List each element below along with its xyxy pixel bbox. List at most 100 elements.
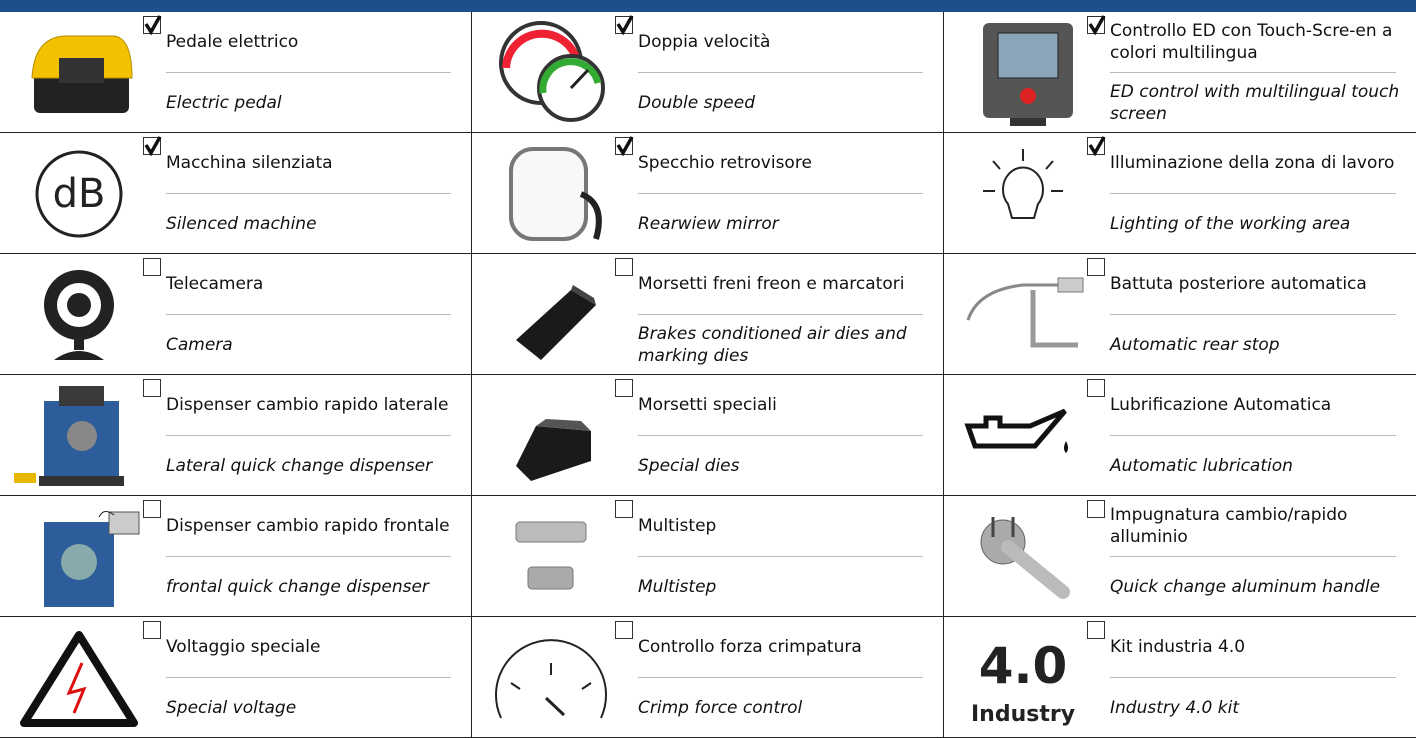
italian-label: Dispenser cambio rapido laterale <box>166 395 449 415</box>
separator <box>1110 314 1396 315</box>
option-text: Specchio retrovisore Rearwiew mirror <box>638 133 935 253</box>
option-cell: Impugnatura cambio/rapido alluminio Quick… <box>944 496 1416 617</box>
option-text: Telecamera Camera <box>166 254 463 374</box>
option-cell: Voltaggio speciale Special voltage <box>0 617 472 738</box>
italian-label: Macchina silenziata <box>166 153 333 173</box>
checkbox <box>615 136 634 157</box>
option-text: Voltaggio speciale Special voltage <box>166 617 463 737</box>
separator <box>1110 72 1396 73</box>
option-text: Lubrificazione Automatica Automatic lubri… <box>1110 375 1408 495</box>
header-bar <box>0 0 1416 12</box>
english-label: Crimp force control <box>638 697 803 718</box>
checkbox <box>143 258 161 276</box>
italian-label: Battuta posteriore automatica <box>1110 274 1367 294</box>
separator <box>1110 435 1396 436</box>
checkbox <box>615 15 634 36</box>
checkmark <box>144 136 162 157</box>
option-cell: Dispenser cambio rapido frontale frontal … <box>0 496 472 617</box>
option-cell: Illuminazione della zona di lavoro Lighti… <box>944 133 1416 254</box>
option-cell: Morsetti freni freon e marcatori Brakes c… <box>472 254 944 375</box>
option-cell: dB Macchina silenziata Silenced machine <box>0 133 472 254</box>
checkbox <box>143 15 162 36</box>
italian-label: Controllo forza crimpatura <box>638 637 862 657</box>
option-text: Morsetti freni freon e marcatori Brakes c… <box>638 254 935 374</box>
checkbox <box>1087 379 1105 397</box>
option-cell: Morsetti speciali Special dies <box>472 375 944 496</box>
option-icon <box>980 517 1070 599</box>
option-cell: Doppia velocità Double speed <box>472 12 944 133</box>
checkbox <box>143 379 161 397</box>
separator <box>1110 193 1396 194</box>
checkbox <box>1087 621 1105 639</box>
option-icon <box>509 147 602 241</box>
option-cell: Specchio retrovisore Rearwiew mirror <box>472 133 944 254</box>
option-icon <box>14 386 124 486</box>
english-label: Multistep <box>638 576 717 597</box>
option-cell: Battuta posteriore automatica Automatic r… <box>944 254 1416 375</box>
checkbox <box>143 500 161 518</box>
option-icon <box>966 277 1084 348</box>
checkbox <box>615 500 633 518</box>
separator <box>166 435 451 436</box>
option-cell: Lubrificazione Automatica Automatic lubri… <box>944 375 1416 496</box>
english-label: Silenced machine <box>166 213 317 234</box>
option-text: Illuminazione della zona di lavoro Lighti… <box>1110 133 1408 253</box>
option-cell: Multistep Multistep <box>472 496 944 617</box>
checkbox <box>615 258 633 276</box>
option-icon <box>20 631 138 727</box>
italian-label: Specchio retrovisore <box>638 153 812 173</box>
option-icon <box>499 21 605 122</box>
english-label: Automatic lubrication <box>1110 455 1293 476</box>
checkmark <box>616 15 634 36</box>
option-text: Impugnatura cambio/rapido alluminio Quick… <box>1110 496 1408 616</box>
english-label: Camera <box>166 334 233 355</box>
english-label: Lateral quick change dispenser <box>166 455 433 476</box>
option-icon <box>44 511 140 607</box>
checkbox <box>1087 258 1105 276</box>
italian-label: Illuminazione della zona di lavoro <box>1110 153 1395 173</box>
option-text: Multistep Multistep <box>638 496 935 616</box>
italian-label: Telecamera <box>166 274 264 294</box>
checkbox <box>615 621 633 639</box>
option-icon: dB <box>35 150 123 238</box>
option-cell: Telecamera Camera <box>0 254 472 375</box>
option-text: Battuta posteriore automatica Automatic r… <box>1110 254 1408 374</box>
checkmark <box>616 136 634 157</box>
option-text: Dispenser cambio rapido laterale Lateral … <box>166 375 463 495</box>
english-label: Industry 4.0 kit <box>1110 697 1240 718</box>
option-text: Dispenser cambio rapido frontale frontal … <box>166 496 463 616</box>
english-label: Quick change aluminum handle <box>1110 576 1381 597</box>
option-icon: 4.0 Industry <box>971 637 1075 727</box>
italian-label: Pedale elettrico <box>166 32 299 52</box>
option-text: Controllo ED con Touch-Scre-en a colori … <box>1110 12 1408 132</box>
separator <box>1110 677 1396 678</box>
italian-label: Dispenser cambio rapido frontale <box>166 516 450 536</box>
italian-label: Impugnatura cambio/rapido alluminio <box>1110 505 1348 547</box>
option-cell: Dispenser cambio rapido laterale Lateral … <box>0 375 472 496</box>
italian-label: Morsetti speciali <box>638 395 777 415</box>
checkbox <box>615 379 633 397</box>
option-cell: Controllo forza crimpatura Crimp force co… <box>472 617 944 738</box>
separator <box>166 193 451 194</box>
option-icon <box>983 23 1073 126</box>
english-label: Rearwiew mirror <box>638 213 779 234</box>
checkbox <box>143 621 161 639</box>
italian-label: Multistep <box>638 516 717 536</box>
option-icon <box>515 521 587 590</box>
option-text: Morsetti speciali Special dies <box>638 375 935 495</box>
checkbox <box>143 136 162 157</box>
option-text: Macchina silenziata Silenced machine <box>166 133 463 253</box>
separator <box>166 72 451 73</box>
checkbox <box>1087 136 1106 157</box>
option-icon <box>44 270 114 360</box>
english-label: frontal quick change dispenser <box>166 576 429 597</box>
checkmark <box>1088 136 1106 157</box>
icon-text: Industry <box>971 702 1075 727</box>
option-icon <box>495 639 607 719</box>
icon-text: dB <box>53 171 106 217</box>
option-cell: Controllo ED con Touch-Scre-en a colori … <box>944 12 1416 133</box>
separator <box>638 677 923 678</box>
italian-label: Kit industria 4.0 <box>1110 637 1246 657</box>
italian-label: Doppia velocità <box>638 32 771 52</box>
